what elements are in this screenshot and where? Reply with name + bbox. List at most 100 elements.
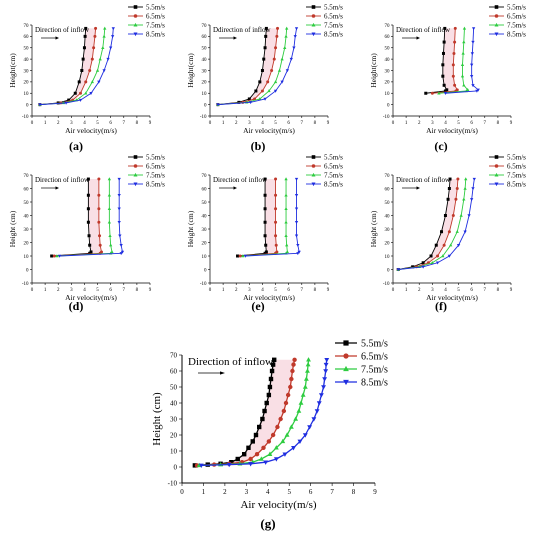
data-point [257, 424, 262, 430]
data-point [90, 80, 94, 84]
x-tick-label: 5 [457, 121, 460, 126]
data-point [89, 250, 93, 254]
data-point [275, 34, 279, 38]
series-5-5m-s [192, 357, 277, 468]
y-tick-label: 20 [385, 81, 391, 86]
data-point [77, 80, 81, 84]
legend-label: 8.5m/s [146, 31, 165, 39]
data-point [260, 416, 265, 422]
legend-marker [133, 155, 138, 159]
legend-marker [133, 14, 138, 18]
x-tick-label: 1 [44, 121, 47, 126]
x-axis-label: Air velocity(m/s) [65, 126, 117, 135]
data-point [280, 57, 284, 61]
data-point [445, 88, 449, 92]
legend-label: 8.5m/s [146, 181, 165, 189]
data-point [262, 408, 267, 414]
data-point [462, 83, 466, 87]
panel-caption: (c) [434, 139, 447, 153]
inflow-arrowhead-icon [233, 186, 237, 190]
y-tick-label: 50 [385, 201, 391, 206]
data-point [452, 51, 456, 55]
x-tick-label: 8 [352, 488, 356, 496]
data-point [318, 393, 324, 398]
data-point [84, 91, 88, 95]
legend-entry: 7.5m/s [306, 172, 343, 180]
data-point [250, 439, 255, 444]
legend-entry: 8.5m/s [306, 31, 343, 39]
data-point [86, 193, 90, 197]
x-tick-label: 5 [96, 121, 99, 126]
y-tick-label: -10 [200, 282, 207, 287]
data-point [99, 250, 103, 254]
data-point [270, 432, 276, 438]
data-point [93, 34, 97, 38]
inflow-annotation: Direction of inflow [35, 26, 90, 34]
legend-entry: 5.5m/s [489, 4, 526, 12]
series-band-shading [51, 179, 102, 256]
legend-marker [494, 155, 499, 159]
data-point [83, 34, 87, 38]
data-point [243, 254, 248, 258]
data-point [323, 362, 329, 368]
data-point [254, 452, 260, 457]
data-point [101, 45, 105, 49]
x-tick-label: 9 [373, 488, 377, 496]
data-point [98, 243, 102, 247]
inflow-arrowhead-icon [416, 36, 420, 40]
series-band-shading [237, 179, 277, 256]
x-tick-label: 3 [70, 288, 73, 293]
data-point [94, 26, 98, 30]
data-point [276, 26, 280, 30]
legend-entry: 7.5m/s [128, 172, 165, 180]
x-tick-label: 0 [31, 288, 34, 293]
y-tick-label: 30 [170, 415, 178, 423]
legend-label: 6.5m/s [146, 163, 165, 171]
x-tick-label: 2 [223, 488, 227, 496]
y-tick-label: 0 [26, 268, 29, 273]
series-band-shading [194, 359, 295, 466]
x-tick-label: 0 [31, 121, 34, 126]
x-tick-label: 9 [510, 288, 513, 293]
inflow-annotation: Direction of inflow [396, 176, 451, 184]
y-tick-label: 10 [24, 255, 30, 260]
series-line [39, 28, 106, 106]
y-axis-label: Height (cm) [186, 210, 195, 247]
data-point [107, 206, 112, 210]
data-point [97, 193, 101, 197]
legend-entry: 7.5m/s [489, 22, 526, 30]
data-point [238, 254, 242, 258]
legend-marker [311, 5, 316, 9]
inflow-arrowhead-icon [55, 36, 59, 40]
x-tick-label: 1 [405, 288, 408, 293]
x-tick-label: 8 [136, 121, 139, 126]
legend-label: 7.5m/s [324, 22, 343, 30]
y-tick-label: 70 [24, 174, 30, 179]
x-axis-label: Air velocity(m/s) [243, 293, 295, 302]
panel-caption: (g) [260, 516, 275, 531]
legend-marker [311, 172, 316, 177]
legend-entry: 8.5m/s [489, 31, 526, 39]
data-point [471, 84, 475, 88]
x-tick-label: 7 [123, 121, 126, 126]
data-point [264, 26, 268, 30]
data-point [443, 92, 448, 96]
y-tick-label: 0 [204, 268, 207, 273]
x-tick-label: 9 [149, 288, 152, 293]
x-tick-label: 4 [261, 288, 264, 293]
x-tick-label: 1 [44, 288, 47, 293]
data-point [263, 460, 269, 465]
x-tick-label: 3 [70, 121, 73, 126]
data-point [117, 194, 121, 198]
data-point [248, 456, 253, 462]
data-point [463, 230, 467, 234]
x-tick-label: 7 [301, 121, 304, 126]
data-point [284, 432, 290, 437]
y-tick-label: 70 [385, 24, 391, 29]
data-point [294, 207, 299, 211]
data-point [260, 69, 264, 72]
series-line [398, 179, 459, 270]
legend-label: 8.5m/s [324, 31, 343, 39]
legend-label: 5.5m/s [146, 154, 165, 162]
data-point [248, 462, 254, 467]
